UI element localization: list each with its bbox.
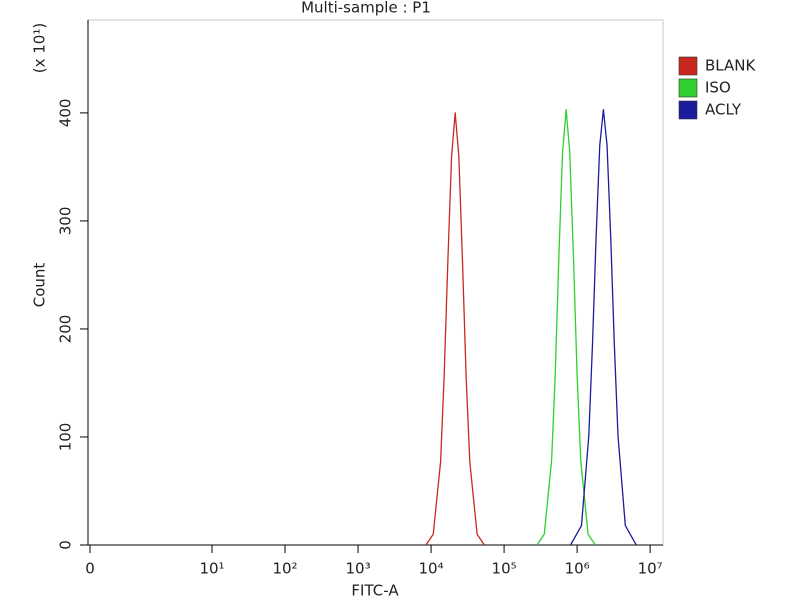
x-tick-label: 10⁵ (492, 560, 517, 578)
y-tick-label: 400 (57, 99, 75, 128)
y-multiplier-label: (x 10¹) (31, 23, 49, 73)
x-tick-label: 10² (272, 560, 297, 578)
legend-label: ISO (705, 79, 731, 97)
series-line (569, 109, 637, 546)
x-tick-label: 0 (85, 560, 95, 578)
y-tick-label: 200 (57, 315, 75, 344)
legend-swatch (678, 100, 698, 120)
legend-swatch (678, 56, 698, 76)
x-tick-label: 10³ (345, 560, 370, 578)
legend-label: BLANK (705, 57, 756, 75)
x-tick-label: 10⁶ (565, 560, 590, 578)
x-tick-label: 10⁴ (419, 560, 444, 578)
y-axis-label: Count (31, 263, 49, 308)
y-tick-label: 100 (57, 423, 75, 452)
x-tick-label: 10⁷ (638, 560, 663, 578)
legend-swatch (678, 78, 698, 98)
x-axis-label: FITC-A (351, 582, 399, 600)
chart-title: Multi-sample : P1 (301, 0, 431, 17)
x-tick-label: 10¹ (199, 560, 224, 578)
y-tick-label: 0 (57, 540, 75, 550)
series-line (425, 112, 485, 546)
series-line (536, 109, 596, 546)
y-tick-label: 300 (57, 207, 75, 236)
legend-label: ACLY (705, 101, 742, 119)
